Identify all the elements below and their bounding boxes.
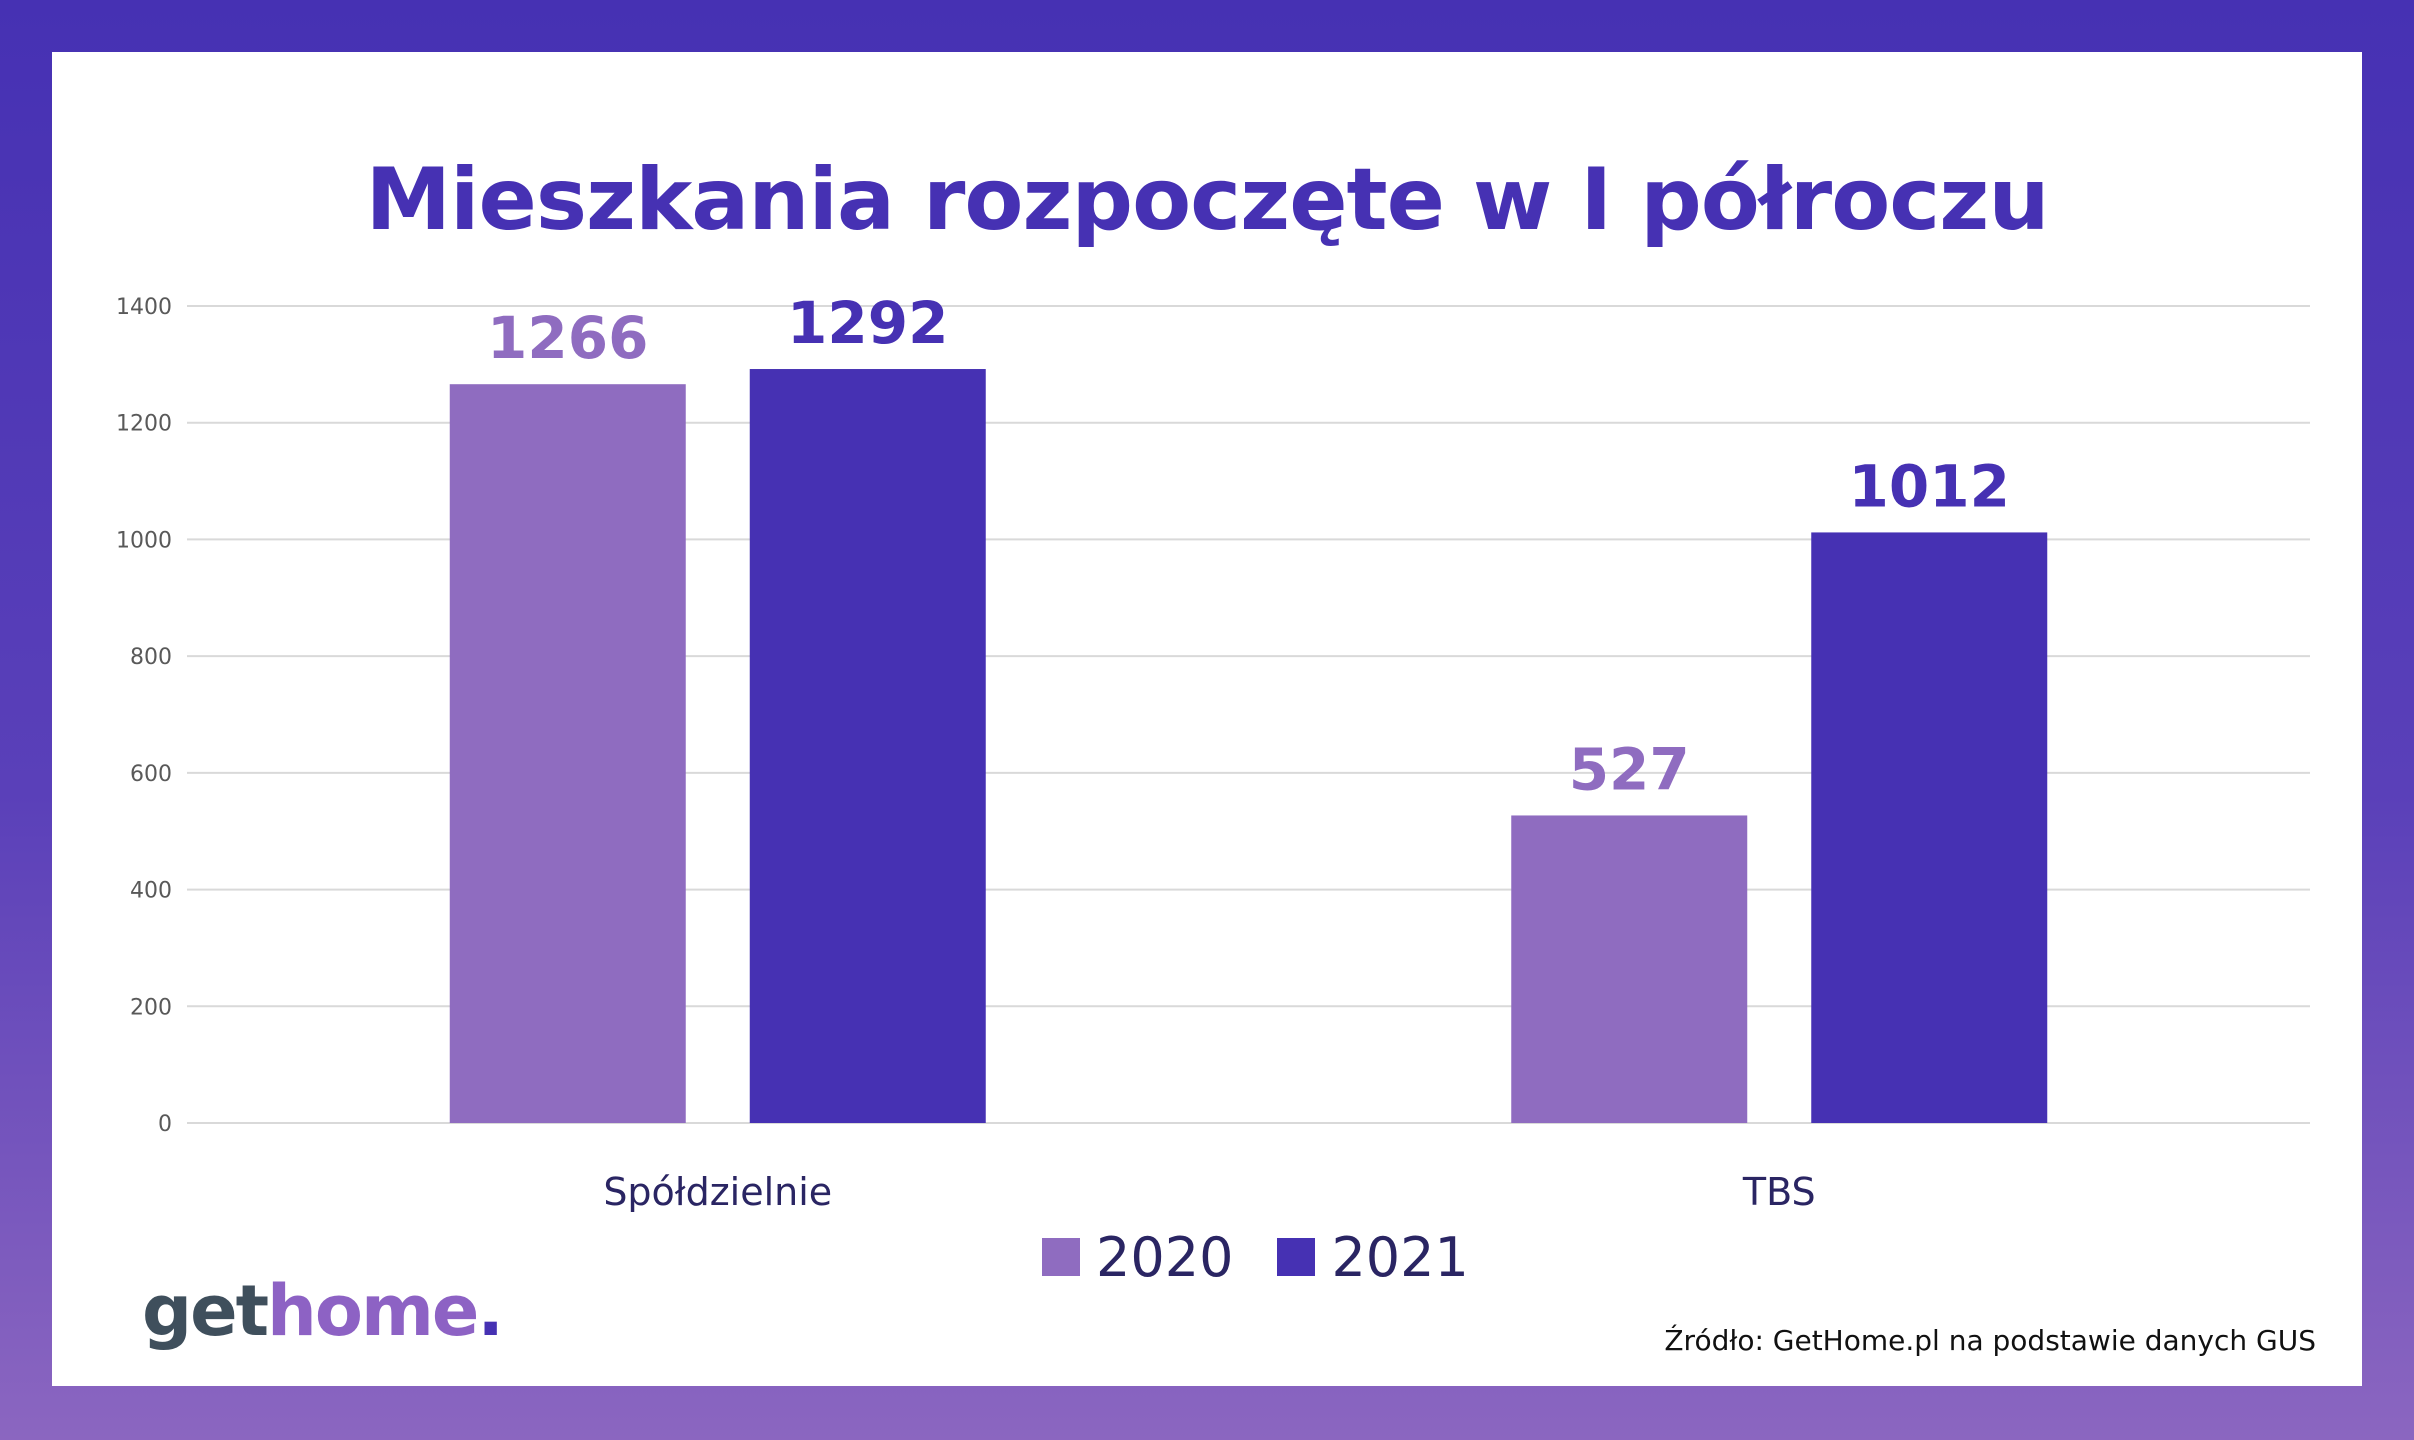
x-category-label-0: Spółdzielnie: [603, 1170, 832, 1212]
y-tick-label-800: 800: [130, 645, 172, 670]
chart-card: Mieszkania rozpoczęte w I półroczu 0 200 4…: [52, 52, 2362, 1386]
data-label-2021-1: 1012: [1849, 452, 2010, 520]
bar-2021-0: [749, 369, 986, 1123]
y-tick-label-600: 600: [130, 762, 172, 787]
legend-item-2020: 2020: [1042, 1226, 1233, 1289]
y-tick-label-0: 0: [158, 1112, 172, 1137]
logo-part-home: home: [267, 1270, 479, 1352]
y-tick-label-1000: 1000: [116, 528, 172, 553]
bar-chart: 0 200 400 600 800 1000 1200 1400 1266 1292 Spółdzi…: [116, 289, 2310, 1212]
bar-2020-1: [1511, 815, 1748, 1123]
data-label-2020-0: 1266: [487, 304, 648, 372]
x-category-label-1: TBS: [1742, 1170, 1816, 1212]
legend-swatch-2021: [1277, 1238, 1316, 1276]
gethome-logo: gethome.: [142, 1270, 504, 1352]
y-tick-label-1400: 1400: [116, 295, 172, 320]
legend-label-2021: 2021: [1331, 1225, 1469, 1289]
y-tick-label-1200: 1200: [116, 412, 172, 437]
y-tick-label-400: 400: [130, 879, 172, 904]
chart-title: Mieszkania rozpoczęte w I półroczu: [365, 150, 2049, 250]
data-label-2021-0: 1292: [787, 289, 948, 357]
source-note: Źródło: GetHome.pl na podstawie danych G…: [1664, 1324, 2316, 1357]
logo-part-get: get: [142, 1270, 269, 1352]
logo-part-dot: .: [477, 1270, 504, 1352]
bar-2020-0: [449, 384, 686, 1123]
legend-item-2021: 2021: [1277, 1225, 1469, 1289]
data-label-2020-1: 527: [1569, 735, 1690, 803]
legend-swatch-2020: [1042, 1238, 1080, 1276]
y-tick-label-200: 200: [130, 995, 172, 1020]
bar-2021-1: [1811, 532, 2048, 1123]
legend: 2020 2021: [1042, 1222, 1513, 1292]
legend-label-2020: 2020: [1096, 1225, 1234, 1289]
